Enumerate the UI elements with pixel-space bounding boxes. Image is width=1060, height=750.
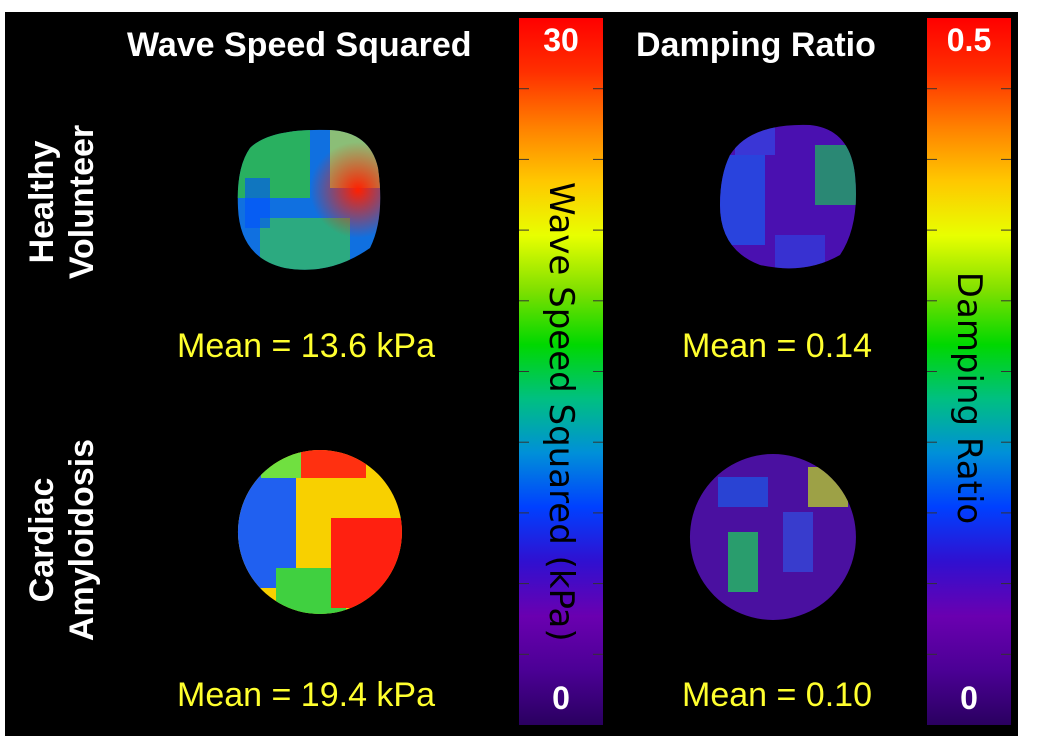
wave-speed-min-label: 0 — [552, 680, 570, 716]
healthy-wave-speed-map — [237, 129, 381, 270]
colorbar-gradient — [519, 18, 603, 725]
wave-speed-colorbar-label: Wave Speed Squared (kPa) — [541, 182, 581, 642]
healthy-label-line2: Volunteer — [63, 124, 101, 280]
amyloid-wave-speed-map — [237, 450, 402, 614]
healthy-damping-mean: Mean = 0.14 — [682, 327, 872, 365]
amyloid-label-line1: Cardiac — [23, 477, 61, 603]
amyloid-wave-speed-mean: Mean = 19.4 kPa — [177, 676, 436, 714]
healthy-label-line1: Healthy — [23, 140, 61, 264]
wave-speed-colorbar — [519, 18, 603, 725]
healthy-damping-map — [720, 124, 856, 269]
amyloid-damping-map — [689, 454, 856, 620]
colorbar-gradient — [927, 18, 1011, 725]
damping-ratio-colorbar-label: Damping Ratio — [949, 271, 989, 525]
healthy-wave-speed-mean: Mean = 13.6 kPa — [177, 327, 436, 365]
wave-speed-title: Wave Speed Squared — [127, 26, 472, 64]
amyloid-damping-mean: Mean = 0.10 — [682, 676, 872, 714]
wave-speed-max-label: 30 — [543, 22, 579, 58]
damping-min-label: 0 — [960, 680, 978, 716]
damping-ratio-title: Damping Ratio — [636, 26, 876, 64]
cardiac-amyloidosis-label: Cardiac Amyloidosis — [22, 430, 102, 650]
damping-ratio-colorbar — [927, 18, 1011, 725]
figure-panel — [5, 12, 1018, 736]
healthy-volunteer-label: Healthy Volunteer — [22, 112, 102, 292]
amyloid-label-line2: Amyloidosis — [63, 438, 101, 642]
damping-max-label: 0.5 — [946, 22, 992, 58]
